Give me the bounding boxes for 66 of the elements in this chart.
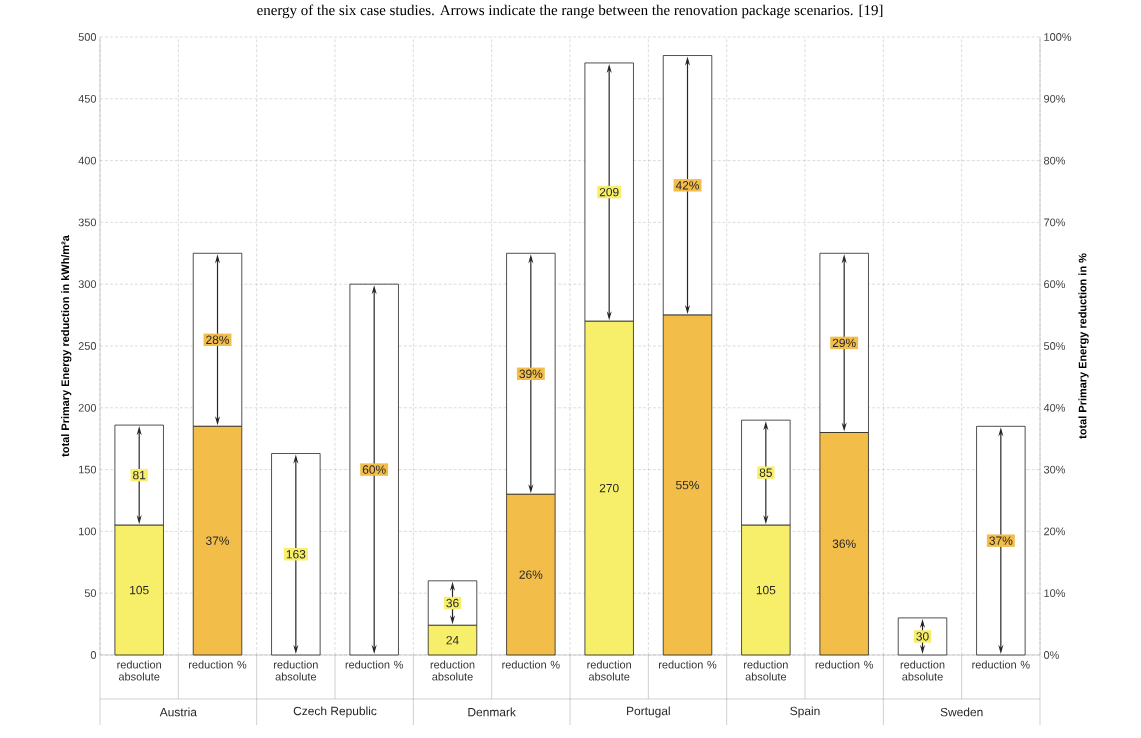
y-tick-label: 50 [84, 589, 97, 598]
y-tick-label: 500 [78, 33, 97, 41]
y2-tick-label: 90% [1044, 94, 1066, 103]
y-tick-label: 300 [78, 280, 97, 289]
y-tick-label: 150 [79, 465, 97, 474]
data-label: 105 [130, 585, 149, 595]
data-label: 37% [989, 536, 1013, 545]
data-label: 85 [759, 468, 772, 477]
data-label: 60% [362, 465, 386, 474]
x-tick-label: reduction absolute [587, 660, 631, 681]
x-tick-label: reduction % [502, 660, 560, 669]
text: Denmark [468, 707, 516, 717]
x-tick-label: reduction % [189, 660, 247, 669]
data-label: 30 [916, 632, 929, 641]
x-tick-label: reduction absolute [117, 660, 161, 681]
text: Spain [790, 706, 820, 718]
y2-tick-label: 40% [1043, 403, 1066, 412]
y2-tick-label: 0% [1043, 651, 1059, 659]
x-tick-label: reduction % [659, 660, 717, 669]
text: Sweden [940, 707, 983, 717]
y2-tick-label: 60% [1044, 280, 1066, 289]
y-tick-label: 250 [78, 342, 97, 350]
y2-tick-label: 70% [1044, 218, 1066, 227]
text: Austria [159, 707, 197, 717]
data-label: 55% [676, 480, 700, 490]
data-label: 209 [599, 187, 619, 197]
data-label: 28% [206, 335, 230, 345]
y-tick-label: 350 [78, 218, 97, 227]
y-tick-label: 0 [90, 651, 97, 659]
x-tick-label: reduction % [345, 660, 403, 669]
y-tick-label: 400 [78, 156, 97, 165]
data-label: 39% [519, 369, 543, 379]
data-label: 163 [286, 550, 306, 559]
y-tick-label: 200 [78, 403, 97, 412]
data-label: 105 [756, 585, 776, 595]
y2-tick-label: 80% [1044, 156, 1066, 165]
y-tick-label: 100 [79, 527, 97, 536]
bar [976, 425, 1026, 656]
y2-tick-label: 10% [1044, 589, 1066, 598]
data-label: 37% [206, 536, 230, 545]
chart-title: energy of the six case studies. Arrows indicate the range between the renovation package scenarios. [19] [257, 4, 883, 19]
data-label: 270 [599, 483, 619, 493]
y2-axis-title: total Primary Energy reduction in % [1078, 253, 1089, 439]
x-tick-label: reduction absolute [744, 660, 788, 681]
y2-tick-label: 100% [1044, 33, 1072, 41]
y-axis-title: total Primary Energy reduction in kWh/m²a [61, 235, 72, 457]
x-tick-label: reduction % [972, 660, 1030, 669]
bar [349, 283, 399, 656]
x-tick-label: reduction % [815, 660, 874, 669]
data-label: 36 [446, 598, 459, 608]
data-label: 24 [446, 635, 459, 645]
x-tick-label: reduction absolute [274, 660, 318, 681]
data-label: 26% [519, 570, 543, 579]
y2-tick-label: 20% [1044, 527, 1066, 536]
y-tick-label: 450 [78, 94, 97, 103]
x-tick-label: reduction absolute [900, 660, 945, 681]
y2-tick-label: 50% [1043, 342, 1066, 350]
x-tick-label: reduction absolute [430, 660, 475, 681]
data-label: 36% [832, 539, 856, 548]
text: Portugal [627, 706, 670, 718]
data-label: 81 [133, 470, 146, 480]
data-label: 42% [675, 181, 700, 190]
y2-tick-label: 30% [1043, 465, 1066, 474]
text: Czech Republic [293, 706, 377, 718]
bar [271, 453, 321, 656]
data-label: 29% [832, 338, 856, 348]
